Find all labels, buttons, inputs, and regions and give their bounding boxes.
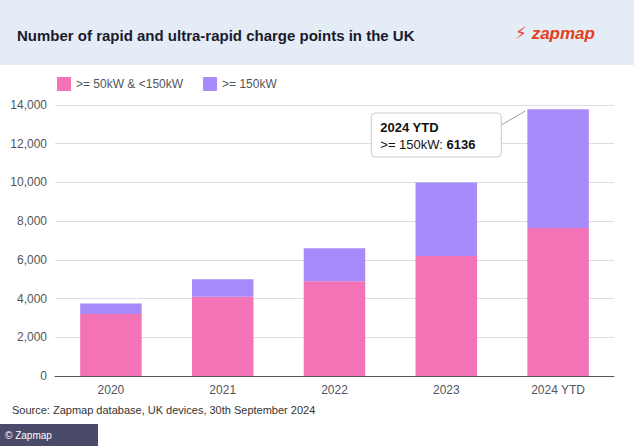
svg-text:4,000: 4,000 (17, 292, 47, 306)
svg-text:Number of rapid and ultra-rapi: Number of rapid and ultra-rapid charge p… (17, 27, 415, 44)
svg-text:2023: 2023 (433, 383, 460, 397)
svg-text:2020: 2020 (98, 383, 125, 397)
svg-text:12,000: 12,000 (10, 137, 47, 151)
svg-text:0: 0 (40, 369, 47, 383)
svg-text:14,000: 14,000 (10, 98, 47, 112)
svg-text:© Zapmap: © Zapmap (5, 430, 52, 441)
svg-text:⚡ zapmap: ⚡ zapmap (515, 24, 595, 43)
svg-text:2022: 2022 (321, 383, 348, 397)
svg-text:2021: 2021 (209, 383, 236, 397)
svg-text:10,000: 10,000 (10, 175, 47, 189)
svg-text:2,000: 2,000 (17, 330, 47, 344)
svg-text:2024 YTD: 2024 YTD (531, 383, 585, 397)
svg-text:>= 50kW & <150kW: >= 50kW & <150kW (76, 77, 184, 91)
svg-text:2024 YTD: 2024 YTD (380, 120, 438, 135)
svg-text:6136: 6136 (447, 137, 476, 152)
svg-text:8,000: 8,000 (17, 214, 47, 228)
svg-text:>= 150kW: >= 150kW (222, 77, 277, 91)
svg-text:>= 150kW:: >= 150kW: (380, 137, 446, 152)
svg-text:6,000: 6,000 (17, 253, 47, 267)
svg-text:Source: Zapmap database, UK de: Source: Zapmap database, UK devices, 30t… (12, 404, 315, 416)
